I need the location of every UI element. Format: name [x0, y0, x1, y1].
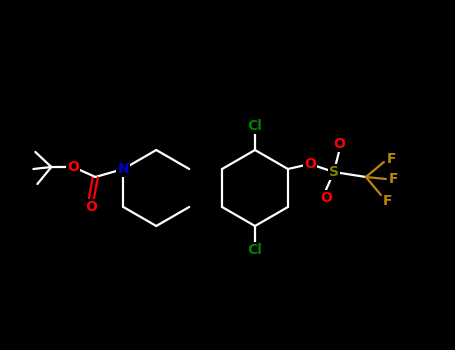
Text: O: O	[304, 157, 316, 171]
Text: O: O	[333, 137, 345, 151]
Text: F: F	[387, 152, 397, 166]
Text: O: O	[67, 160, 79, 174]
Text: Cl: Cl	[248, 243, 263, 257]
Text: O: O	[320, 191, 332, 205]
Text: O: O	[86, 200, 97, 214]
Text: F: F	[389, 172, 399, 186]
Text: F: F	[383, 194, 393, 208]
Text: N: N	[117, 162, 129, 176]
Text: S: S	[329, 165, 339, 179]
Text: Cl: Cl	[248, 119, 263, 133]
